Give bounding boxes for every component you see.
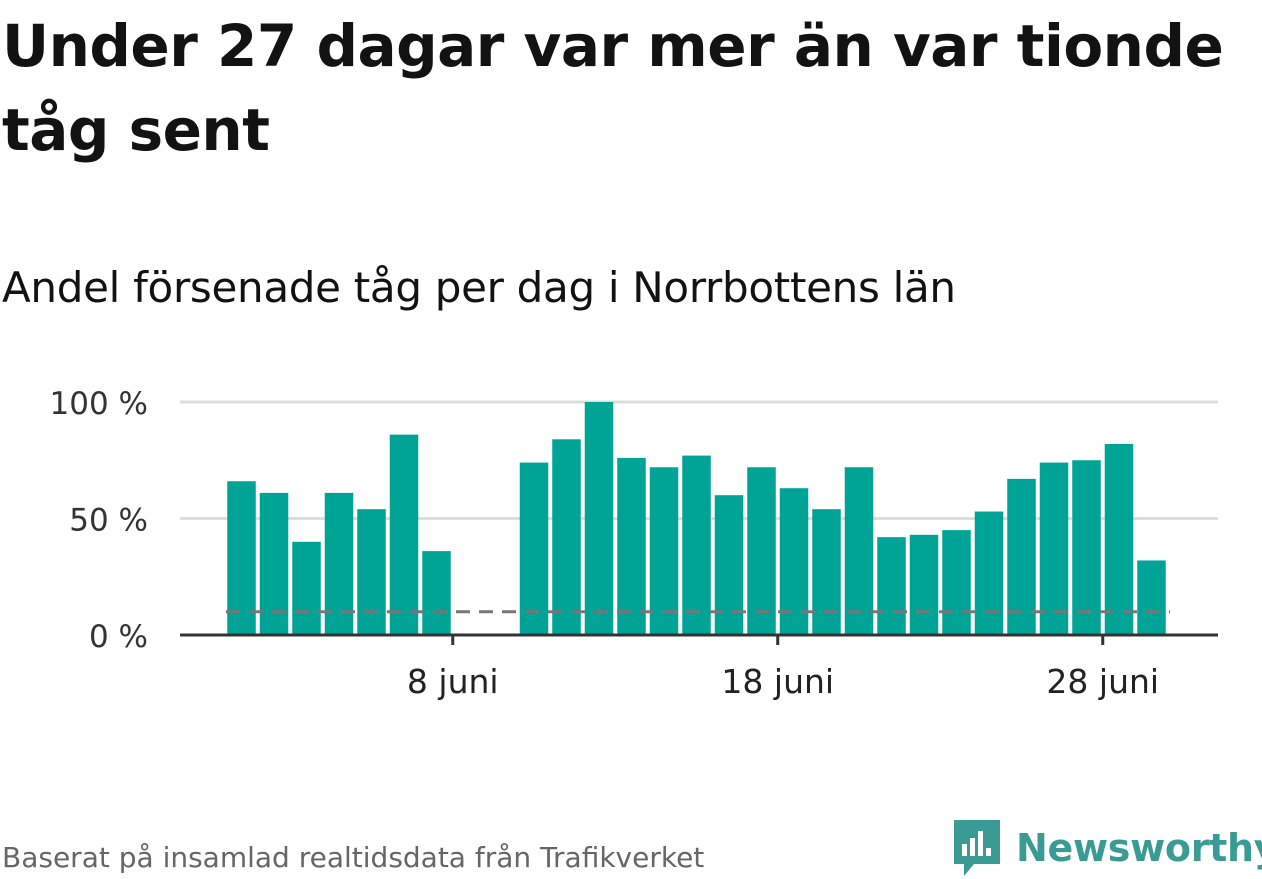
bar [617, 457, 646, 635]
bar [1072, 460, 1101, 635]
x-axis-labels: 8 juni 18 juni 28 juni [407, 662, 1159, 701]
y-tick-label: 100 % [50, 386, 148, 422]
bar [1039, 462, 1069, 635]
bar [1104, 443, 1134, 635]
brand-name: Newsworthy [1016, 826, 1262, 870]
bar [812, 509, 841, 635]
bar [974, 511, 1004, 635]
bar [1007, 478, 1036, 635]
bar [714, 495, 744, 635]
newsworthy-logo-icon [954, 820, 1000, 876]
bar [422, 551, 451, 635]
y-axis-labels: 0 % 50 % 100 % [50, 386, 148, 655]
chart-subtitle: Andel försenade tåg per dag i Norrbotten… [2, 263, 956, 312]
bar [909, 534, 939, 635]
bar [292, 541, 321, 635]
x-tick-label: 28 juni [1046, 662, 1159, 701]
bar [227, 481, 256, 635]
y-tick-label: 0 % [89, 619, 148, 655]
bar [259, 492, 289, 635]
y-tick-label: 50 % [69, 503, 148, 539]
x-tick-label: 18 juni [721, 662, 834, 701]
x-tick-label: 8 juni [407, 662, 499, 701]
bar [844, 467, 874, 635]
bar-chart: 0 % 50 % 100 % 8 juni 18 juni 28 juni [50, 386, 1218, 701]
bar [519, 462, 549, 635]
bar [389, 434, 419, 635]
bar [877, 537, 906, 635]
bar [357, 509, 386, 635]
bar [682, 455, 711, 635]
bar [324, 492, 354, 635]
chart-title: Under 27 dagar var mer än var tionde tåg… [2, 12, 1224, 164]
brand-logo: Newsworthy [952, 818, 1262, 878]
bar [747, 467, 776, 635]
bar [942, 530, 971, 635]
bar [649, 467, 679, 635]
source-note: Baserat på insamlad realtidsdata från Tr… [2, 841, 705, 874]
x-axis [180, 633, 1218, 645]
bar [552, 439, 581, 635]
bar [584, 402, 614, 635]
bars [227, 402, 1166, 635]
bar [1137, 560, 1166, 635]
